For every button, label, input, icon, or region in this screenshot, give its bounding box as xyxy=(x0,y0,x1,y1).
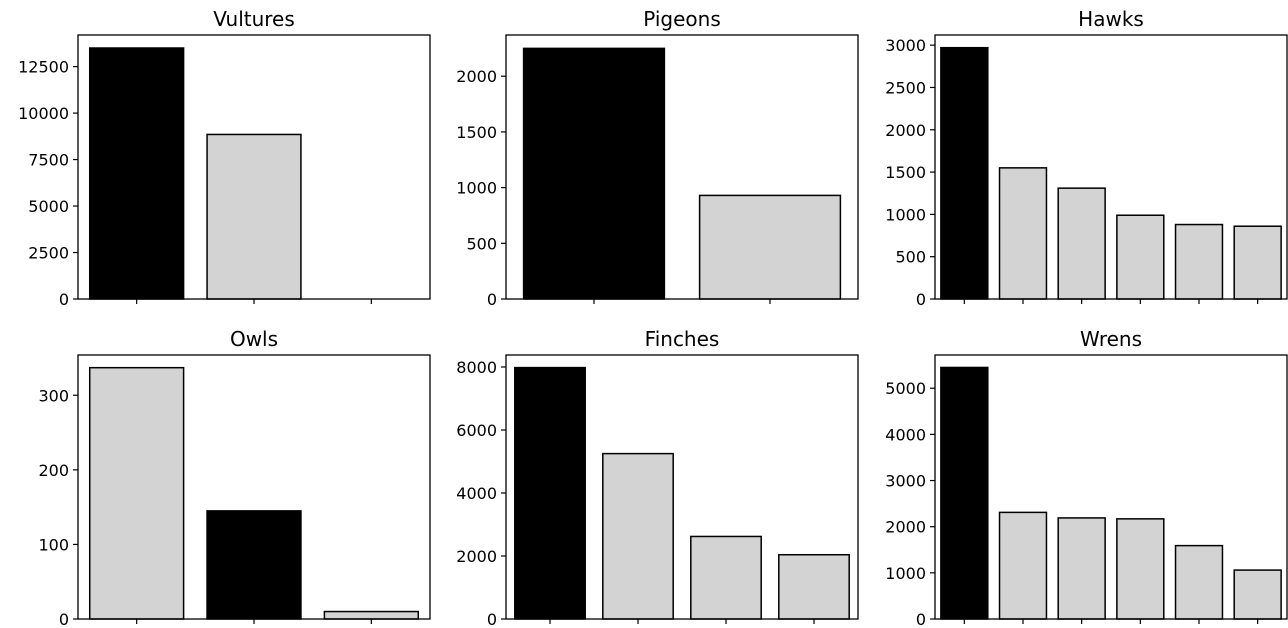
vultures-y-tick-label-1: 2500 xyxy=(28,244,69,263)
owls-bar-0 xyxy=(88,366,185,620)
finches-bar-3 xyxy=(778,553,850,620)
pigeons-bar-0 xyxy=(522,47,666,300)
owls-title: Owls xyxy=(230,327,278,351)
finches-y-tick-label-1: 2000 xyxy=(456,547,497,566)
wrens-y-tick-label-2: 2000 xyxy=(885,518,926,537)
owls-bar-1 xyxy=(206,510,302,620)
wrens-y-tick-label-5: 5000 xyxy=(885,379,926,398)
wrens-bar-3 xyxy=(1116,518,1165,620)
hawks-y-tick-label-5: 2500 xyxy=(885,78,926,97)
hawks-axes-frame xyxy=(934,34,1288,300)
hawks-y-tick-label-2: 1000 xyxy=(885,205,926,224)
pigeons-y-tick-label-3: 1500 xyxy=(456,123,497,142)
panel-vultures: 0 2500 5000 7500 10000 12500 Vultures xyxy=(18,7,431,309)
panel-pigeons: 0 500 1000 1500 2000 Pigeons xyxy=(456,7,859,309)
hawks-bar-4 xyxy=(1174,223,1224,300)
finches-bar-1 xyxy=(602,452,674,620)
panel-hawks: 0 500 1000 1500 2000 2500 3000 Hawks xyxy=(885,7,1288,309)
finches-title: Finches xyxy=(645,327,720,351)
wrens-y-tick-label-1: 1000 xyxy=(885,564,926,583)
vultures-y-tick-label-2: 5000 xyxy=(28,197,69,216)
wrens-y-tick-label-3: 3000 xyxy=(885,472,926,491)
owls-y-tick-label-1: 100 xyxy=(38,535,69,554)
hawks-bar-1 xyxy=(998,167,1048,300)
finches-bar-0 xyxy=(514,366,586,620)
wrens-bar-0 xyxy=(940,366,989,620)
pigeons-y-tick-label-2: 1000 xyxy=(456,179,497,198)
hawks-y-tick-label-6: 3000 xyxy=(885,36,926,55)
panel-finches: 0 2000 4000 6000 8000 Finches xyxy=(456,327,859,628)
hawks-y-tick-label-0: 0 xyxy=(916,290,926,309)
pigeons-title: Pigeons xyxy=(643,7,721,31)
wrens-bar-2 xyxy=(1057,517,1106,620)
finches-y-tick-label-3: 6000 xyxy=(456,421,497,440)
panel-wrens: 0 1000 2000 3000 4000 5000 Wrens xyxy=(885,327,1288,628)
owls-y-tick-label-2: 200 xyxy=(38,461,69,480)
vultures-axes-frame xyxy=(77,34,431,300)
pigeons-y-tick-label-4: 2000 xyxy=(456,67,497,86)
finches-y-tick-label-0: 0 xyxy=(487,610,497,628)
owls-y-tick-label-0: 0 xyxy=(59,610,69,628)
vultures-bar-0 xyxy=(88,47,185,300)
vultures-title: Vultures xyxy=(213,7,295,31)
hawks-y-tick-label-4: 2000 xyxy=(885,121,926,140)
wrens-axes-frame xyxy=(934,354,1288,620)
hawks-title: Hawks xyxy=(1078,7,1144,31)
pigeons-y-tick-label-0: 0 xyxy=(487,290,497,309)
pigeons-bar-1 xyxy=(698,194,842,300)
finches-y-tick-label-4: 8000 xyxy=(456,358,497,377)
wrens-bar-5 xyxy=(1233,569,1282,620)
vultures-y-tick-label-0: 0 xyxy=(59,290,69,309)
finches-bar-2 xyxy=(690,535,762,620)
panel-owls: 0 100 200 300 Owls xyxy=(38,327,431,628)
owls-y-tick-label-3: 300 xyxy=(38,386,69,405)
wrens-title: Wrens xyxy=(1080,327,1142,351)
owls-axes-frame xyxy=(77,354,431,620)
pigeons-y-tick-label-1: 500 xyxy=(466,234,497,253)
hawks-bar-2 xyxy=(1057,187,1106,300)
hawks-y-tick-label-3: 1500 xyxy=(885,163,926,182)
wrens-y-tick-label-0: 0 xyxy=(916,610,926,628)
hawks-bar-3 xyxy=(1116,214,1165,300)
vultures-y-tick-label-3: 7500 xyxy=(28,151,69,170)
wrens-bar-1 xyxy=(998,511,1048,620)
owls-bar-2 xyxy=(323,610,420,620)
finches-y-tick-label-2: 4000 xyxy=(456,484,497,503)
vultures-y-tick-label-5: 12500 xyxy=(18,58,69,77)
finches-axes-frame xyxy=(505,354,859,620)
vultures-bar-1 xyxy=(206,133,302,300)
vultures-y-tick-label-4: 10000 xyxy=(18,104,69,123)
wrens-y-tick-label-4: 4000 xyxy=(885,425,926,444)
wrens-bar-4 xyxy=(1174,544,1224,620)
hawks-y-tick-label-1: 500 xyxy=(895,248,926,267)
pigeons-axes-frame xyxy=(505,34,859,300)
hawks-bar-5 xyxy=(1233,225,1282,300)
hawks-bar-0 xyxy=(940,46,989,300)
